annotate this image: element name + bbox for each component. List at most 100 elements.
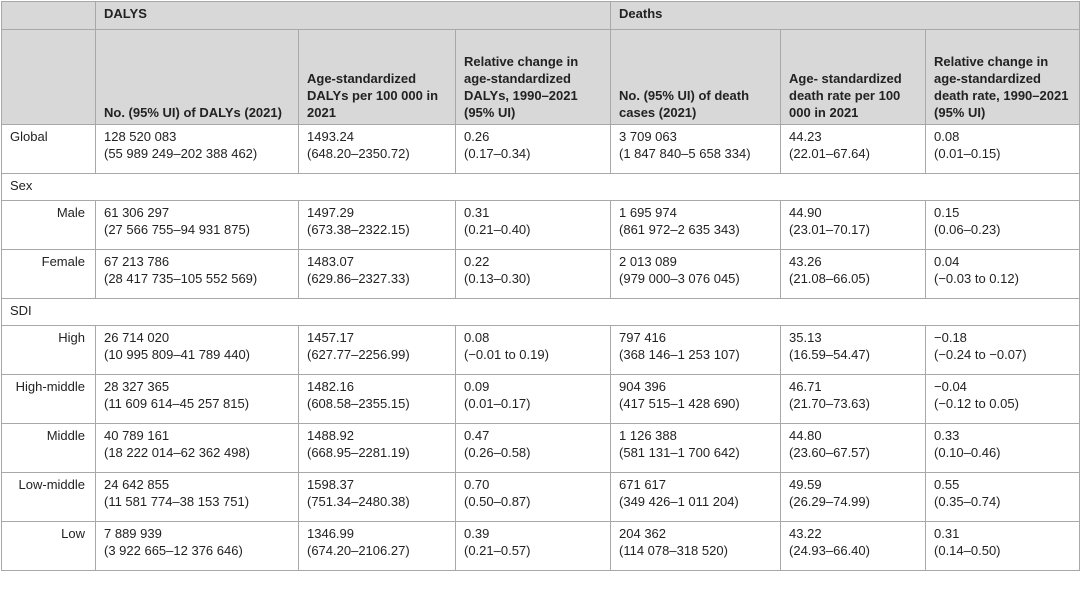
data-cell: 43.26 (21.08–66.05) — [780, 249, 927, 299]
data-cell: 0.26 (0.17–0.34) — [454, 124, 612, 174]
uncertainty-interval: (0.01–0.17) — [464, 396, 531, 411]
estimate: 24 642 855 — [104, 477, 170, 492]
uncertainty-interval: (16.59–54.47) — [789, 347, 870, 362]
uncertainty-interval: (21.08–66.05) — [789, 271, 870, 286]
data-cell: 44.90 (23.01–70.17) — [780, 200, 927, 250]
data-cell: 44.80 (23.60–67.57) — [780, 423, 927, 473]
row-label: Male — [1, 200, 96, 250]
data-row: Low 7 889 939 (3 922 665–12 376 646) 1346.9… — [1, 521, 1080, 571]
data-cell: 0.47 (0.26–0.58) — [454, 423, 612, 473]
estimate: 3 709 063 — [619, 129, 677, 144]
uncertainty-interval: (26.29–74.99) — [789, 494, 870, 509]
uncertainty-interval: (0.10–0.46) — [934, 445, 1001, 460]
data-row: Global 128 520 083 (55 989 249–202 388 462… — [1, 124, 1080, 174]
data-cell: 0.08 (0.01–0.15) — [925, 124, 1080, 174]
data-cell: 3 709 063 (1 847 840–5 658 334) — [610, 124, 782, 174]
estimate: 46.71 — [789, 379, 822, 394]
estimate: 43.22 — [789, 526, 822, 541]
estimate: 0.04 — [934, 254, 960, 269]
estimate: 35.13 — [789, 330, 822, 345]
estimate: 28 327 365 — [104, 379, 170, 394]
uncertainty-interval: (861 972–2 635 343) — [619, 222, 740, 237]
column-header: Relative change in age-standardized deat… — [925, 29, 1080, 125]
group-header-row: DALYS Deaths — [1, 1, 1080, 30]
data-cell: 128 520 083 (55 989 249–202 388 462) — [95, 124, 299, 174]
row-label: Middle — [1, 423, 96, 473]
estimate: 2 013 089 — [619, 254, 677, 269]
estimate: 0.39 — [464, 526, 490, 541]
uncertainty-interval: (−0.24 to −0.07) — [934, 347, 1027, 362]
estimate: 1488.92 — [307, 428, 354, 443]
estimate: 0.08 — [464, 330, 490, 345]
estimate: 1497.29 — [307, 205, 354, 220]
data-row: High 26 714 020 (10 995 809–41 789 440) 145… — [1, 325, 1080, 375]
uncertainty-interval: (349 426–1 011 204) — [619, 494, 739, 509]
uncertainty-interval: (0.50–0.87) — [464, 494, 531, 509]
uncertainty-interval: (55 989 249–202 388 462) — [104, 146, 258, 161]
data-cell: −0.04 (−0.12 to 0.05) — [925, 374, 1080, 424]
estimate: 204 362 — [619, 526, 667, 541]
estimate: −0.04 — [934, 379, 967, 394]
data-cell: 0.09 (0.01–0.17) — [454, 374, 612, 424]
estimate: 1346.99 — [307, 526, 354, 541]
data-cell: 0.08 (−0.01 to 0.19) — [454, 325, 612, 375]
data-cell: 26 714 020 (10 995 809–41 789 440) — [95, 325, 299, 375]
data-cell: 0.31 (0.21–0.40) — [454, 200, 612, 250]
uncertainty-interval: (368 146–1 253 107) — [619, 347, 740, 362]
table-head: DALYS Deaths No. (95% UI) of DALYs (2021) A… — [1, 1, 1080, 125]
data-cell: 0.22 (0.13–0.30) — [454, 249, 612, 299]
data-cell: 1457.17 (627.77–2256.99) — [298, 325, 456, 375]
data-row: Male 61 306 297 (27 566 755–94 931 875) 149… — [1, 200, 1080, 250]
data-cell: 49.59 (26.29–74.99) — [780, 472, 927, 522]
uncertainty-interval: (648.20–2350.72) — [307, 146, 410, 161]
data-cell: 67 213 786 (28 417 735–105 552 569) — [95, 249, 299, 299]
estimate: 797 416 — [619, 330, 667, 345]
data-cell: 1497.29 (673.38–2322.15) — [298, 200, 456, 250]
data-cell: −0.18 (−0.24 to −0.07) — [925, 325, 1080, 375]
estimate: 128 520 083 — [104, 129, 177, 144]
data-cell: 0.04 (−0.03 to 0.12) — [925, 249, 1080, 299]
estimate: 43.26 — [789, 254, 822, 269]
uncertainty-interval: (23.60–67.57) — [789, 445, 870, 460]
estimate: 1 695 974 — [619, 205, 677, 220]
estimate: 26 714 020 — [104, 330, 170, 345]
data-cell: 1 695 974 (861 972–2 635 343) — [610, 200, 782, 250]
estimate: 904 396 — [619, 379, 667, 394]
data-cell: 0.39 (0.21–0.57) — [454, 521, 612, 571]
uncertainty-interval: (10 995 809–41 789 440) — [104, 347, 251, 362]
estimate: 0.09 — [464, 379, 490, 394]
estimate: 7 889 939 — [104, 526, 162, 541]
estimate: 1493.24 — [307, 129, 354, 144]
uncertainty-interval: (1 847 840–5 658 334) — [619, 146, 751, 161]
data-cell: 0.55 (0.35–0.74) — [925, 472, 1080, 522]
column-header: Relative change in age-standardized DALY… — [454, 29, 612, 125]
data-row: Middle 40 789 161 (18 222 014–62 362 498) 1… — [1, 423, 1080, 473]
estimate: 0.31 — [464, 205, 490, 220]
uncertainty-interval: (0.21–0.57) — [464, 543, 531, 558]
estimate: 0.15 — [934, 205, 960, 220]
estimate: 671 617 — [619, 477, 667, 492]
data-cell: 1 126 388 (581 131–1 700 642) — [610, 423, 782, 473]
data-cell: 46.71 (21.70–73.63) — [780, 374, 927, 424]
uncertainty-interval: (114 078–318 520) — [619, 543, 728, 558]
data-cell: 24 642 855 (11 581 774–38 153 751) — [95, 472, 299, 522]
section-row: SDI — [0, 298, 1080, 326]
row-label: High — [1, 325, 96, 375]
estimate: 44.80 — [789, 428, 822, 443]
uncertainty-interval: (−0.12 to 0.05) — [934, 396, 1019, 411]
estimate: 0.22 — [464, 254, 490, 269]
uncertainty-interval: (11 609 614–45 257 815) — [104, 396, 250, 411]
uncertainty-interval: (627.77–2256.99) — [307, 347, 410, 362]
data-cell: 28 327 365 (11 609 614–45 257 815) — [95, 374, 299, 424]
estimate: 0.70 — [464, 477, 490, 492]
uncertainty-interval: (417 515–1 428 690) — [619, 396, 740, 411]
uncertainty-interval: (18 222 014–62 362 498) — [104, 445, 251, 460]
data-cell: 204 362 (114 078–318 520) — [610, 521, 782, 571]
column-header: Age-standardized DALYs per 100 000 in 20… — [298, 29, 456, 125]
data-cell: 35.13 (16.59–54.47) — [780, 325, 927, 375]
data-cell: 904 396 (417 515–1 428 690) — [610, 374, 782, 424]
data-cell: 1598.37 (751.34–2480.38) — [298, 472, 456, 522]
uncertainty-interval: (28 417 735–105 552 569) — [104, 271, 258, 286]
estimate: 1483.07 — [307, 254, 354, 269]
uncertainty-interval: (629.86–2327.33) — [307, 271, 410, 286]
